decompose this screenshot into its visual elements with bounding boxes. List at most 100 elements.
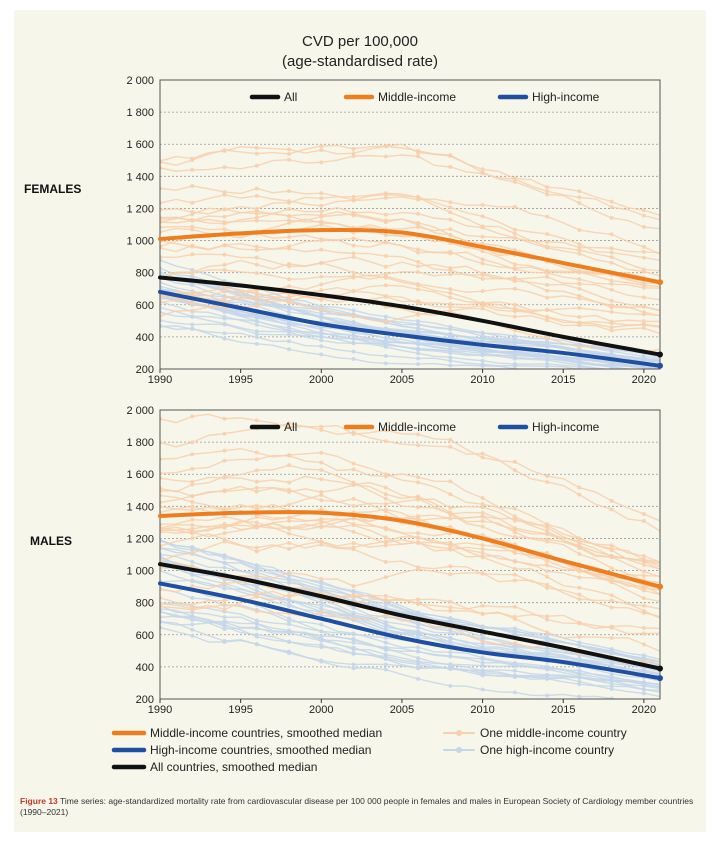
country-point — [254, 506, 259, 511]
country-point — [609, 215, 614, 220]
country-point — [383, 192, 388, 197]
y-tick-label: 800 — [136, 268, 154, 280]
country-point — [545, 231, 550, 236]
y-tick-label: 1 600 — [126, 139, 154, 151]
legend-label-high: High-income — [532, 90, 600, 104]
country-point — [577, 306, 582, 311]
country-point — [609, 199, 614, 204]
country-point — [641, 562, 646, 567]
country-lines — [160, 143, 660, 374]
country-point — [609, 260, 614, 265]
country-point — [287, 453, 292, 458]
country-point — [319, 203, 324, 208]
country-point — [383, 195, 388, 200]
country-point — [319, 352, 324, 357]
country-point — [416, 597, 421, 602]
country-line — [160, 514, 660, 578]
series-line-middle — [158, 510, 662, 589]
country-point — [480, 170, 485, 175]
series-end-point-middle — [657, 279, 663, 286]
country-point — [512, 530, 517, 535]
country-point — [287, 152, 292, 157]
country-point — [545, 558, 550, 563]
country-point — [319, 460, 324, 465]
country-point — [577, 546, 582, 551]
country-point — [351, 146, 356, 151]
country-point — [383, 560, 388, 565]
country-point — [545, 675, 550, 680]
country-point — [287, 277, 292, 282]
country-point — [190, 156, 195, 161]
country-point — [545, 647, 550, 652]
country-point — [545, 370, 549, 374]
country-line — [160, 274, 660, 323]
country-point — [190, 578, 195, 583]
country-point — [254, 329, 259, 334]
country-point — [545, 672, 550, 677]
country-point — [319, 334, 324, 339]
country-point — [641, 356, 646, 361]
females-label: FEMALES — [24, 182, 82, 196]
country-point — [383, 254, 388, 259]
country-point — [545, 523, 550, 528]
country-point — [383, 535, 388, 540]
country-point — [416, 531, 421, 536]
country-point — [448, 205, 453, 210]
country-line — [160, 194, 660, 255]
country-point — [416, 197, 421, 202]
country-point — [480, 352, 485, 357]
country-point — [448, 540, 453, 545]
country-point — [319, 274, 324, 279]
country-point — [480, 543, 485, 548]
country-point — [254, 247, 259, 252]
country-point — [222, 474, 227, 479]
country-point — [351, 275, 356, 280]
country-point — [480, 333, 485, 338]
country-point — [641, 680, 646, 685]
country-point — [222, 537, 227, 542]
series-line-high — [158, 581, 662, 681]
country-line — [160, 464, 660, 563]
country-point — [254, 625, 259, 630]
country-point — [351, 662, 356, 667]
country-point — [351, 319, 356, 324]
series-end-point-all — [657, 665, 663, 672]
country-point — [351, 336, 356, 341]
country-point — [287, 295, 292, 300]
country-point — [319, 450, 324, 455]
country-point — [545, 189, 550, 194]
country-line — [160, 243, 660, 311]
country-point — [190, 466, 195, 471]
country-point — [545, 282, 550, 287]
country-point — [319, 219, 324, 224]
country-point — [641, 683, 646, 688]
legend-label-all: All — [284, 420, 297, 434]
country-line — [160, 540, 660, 661]
country-point — [190, 252, 195, 257]
country-point — [319, 658, 324, 663]
country-point — [641, 631, 646, 636]
country-point — [222, 214, 227, 219]
country-point — [512, 690, 517, 695]
x-tick-label: 2015 — [551, 374, 575, 386]
country-point — [641, 603, 646, 608]
country-point — [480, 672, 485, 677]
country-point — [319, 498, 324, 503]
country-line — [160, 232, 660, 289]
country-point — [190, 622, 195, 627]
country-point — [351, 504, 356, 509]
country-point — [577, 228, 582, 233]
x-tick-label: 1990 — [148, 704, 172, 716]
country-point — [641, 244, 646, 249]
country-point — [222, 553, 227, 558]
country-point — [287, 206, 292, 211]
country-point — [577, 675, 582, 680]
country-point — [512, 459, 517, 464]
country-point — [609, 205, 614, 210]
country-point — [254, 315, 259, 320]
country-point — [577, 286, 582, 291]
country-point — [222, 488, 227, 493]
country-point — [190, 308, 195, 313]
country-point — [351, 289, 356, 294]
country-point — [545, 614, 550, 619]
